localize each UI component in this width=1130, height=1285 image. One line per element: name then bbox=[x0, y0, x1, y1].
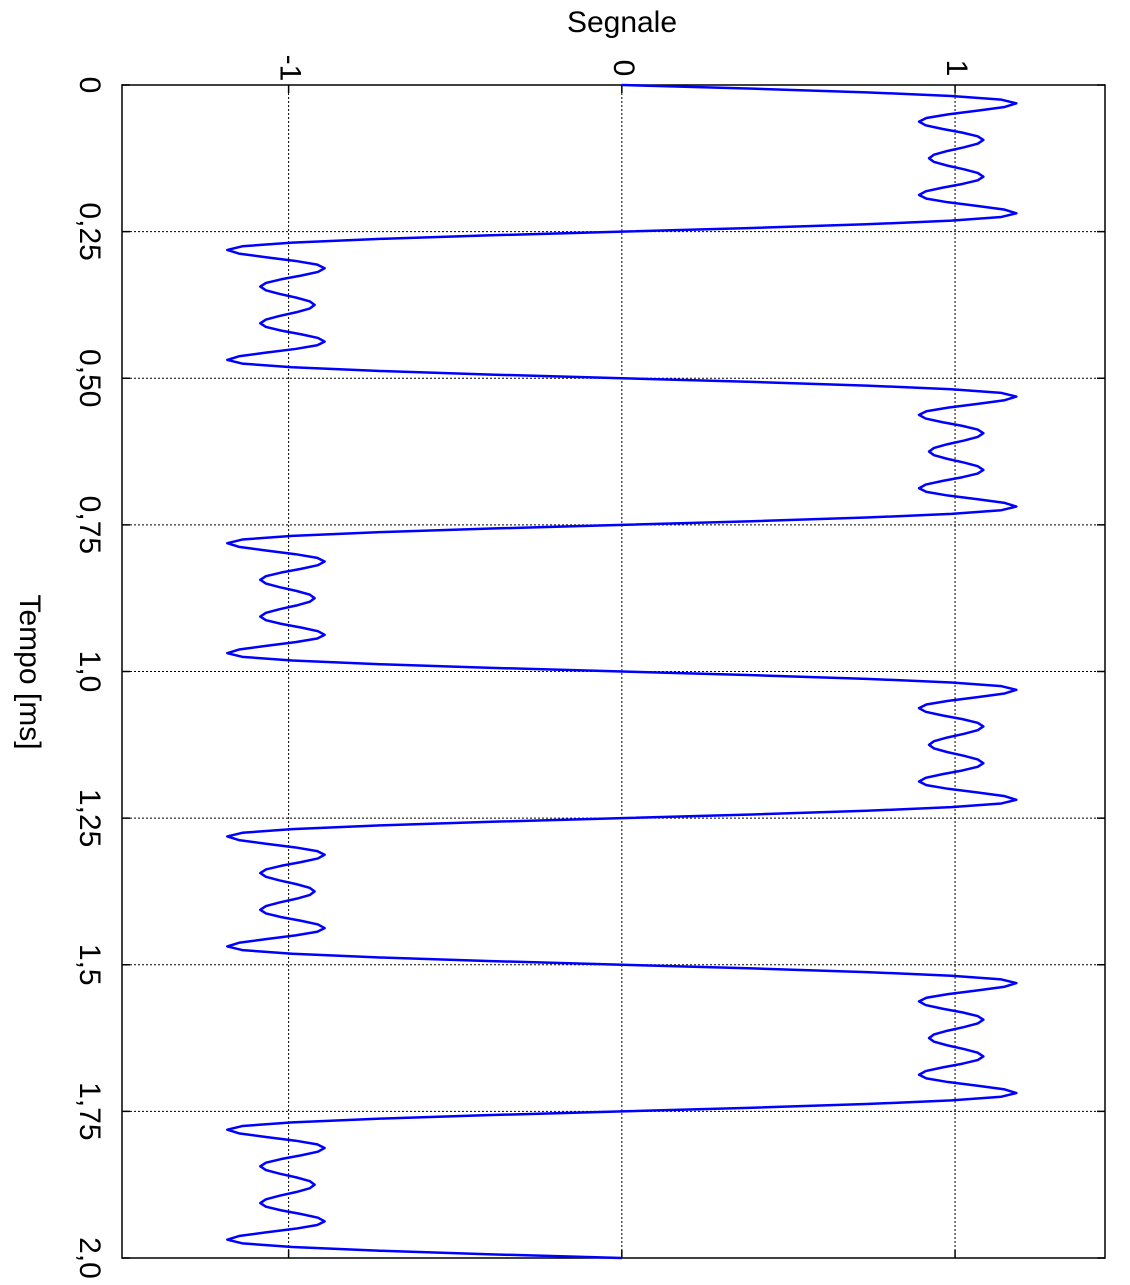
x-tick-label: 0 bbox=[73, 77, 106, 94]
y-tick-label: 1 bbox=[940, 60, 973, 77]
chart-title: Segnale bbox=[567, 6, 677, 39]
x-axis-title: Tempo [ms] bbox=[13, 594, 46, 749]
x-tick-label: 1,75 bbox=[73, 1082, 106, 1140]
x-tick-label: 1,0 bbox=[73, 651, 106, 693]
x-tick-label: 0,75 bbox=[73, 496, 106, 554]
x-tick-label: 1,5 bbox=[73, 944, 106, 986]
x-tick-label: 2,0 bbox=[73, 1237, 106, 1279]
signal-line bbox=[226, 83, 1018, 1260]
y-tick-label: 0 bbox=[607, 60, 640, 77]
y-tick-label: -1 bbox=[274, 55, 307, 82]
x-tick-label: 0,25 bbox=[73, 202, 106, 260]
x-tick-label: 0,50 bbox=[73, 349, 106, 407]
x-tick-label: 1,25 bbox=[73, 789, 106, 847]
